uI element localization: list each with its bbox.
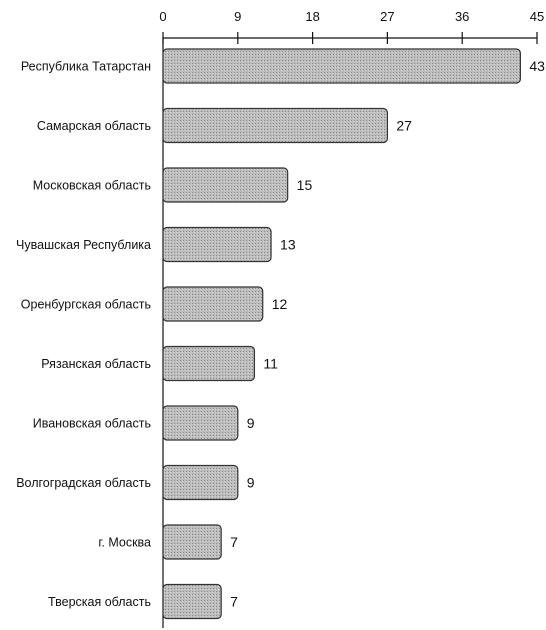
value-label: 43 [529,58,545,74]
bar [162,405,239,441]
x-tick-label: 36 [455,9,469,24]
category-label: Чувашская Республика [16,238,151,252]
value-label: 9 [247,415,255,431]
x-tick-label: 9 [234,9,241,24]
category-label: Тверская область [48,595,151,609]
bar [162,107,388,144]
x-tick-label: 45 [530,9,544,24]
value-label: 7 [230,594,238,610]
category-label: г. Москва [98,536,151,550]
category-label: Волгоградская область [16,476,151,490]
bar [162,583,222,620]
category-label: Республика Татарстан [21,60,151,74]
bar [162,464,239,501]
bar [162,524,222,560]
x-tick-label: 0 [159,9,166,24]
x-tick-label: 18 [305,9,319,24]
category-label: Оренбургская область [21,298,151,312]
value-label: 9 [247,475,255,491]
bar [162,286,264,322]
bar [162,226,272,263]
category-label: Самарская область [37,119,151,133]
value-label: 12 [272,296,288,312]
bar [162,167,289,203]
bar [162,345,256,382]
value-label: 7 [230,534,238,550]
bar [162,48,521,84]
x-tick-label: 27 [380,9,394,24]
labels: Республика Татарстан 43 Самарская область 2… [16,58,545,610]
category-label: Ивановская область [33,417,151,431]
value-label: 13 [280,237,296,253]
category-label: Московская область [33,179,151,193]
value-label: 11 [263,356,278,372]
bars [162,48,521,620]
category-label: Рязанская область [41,357,151,371]
value-label: 27 [396,118,412,134]
value-label: 15 [297,177,313,193]
